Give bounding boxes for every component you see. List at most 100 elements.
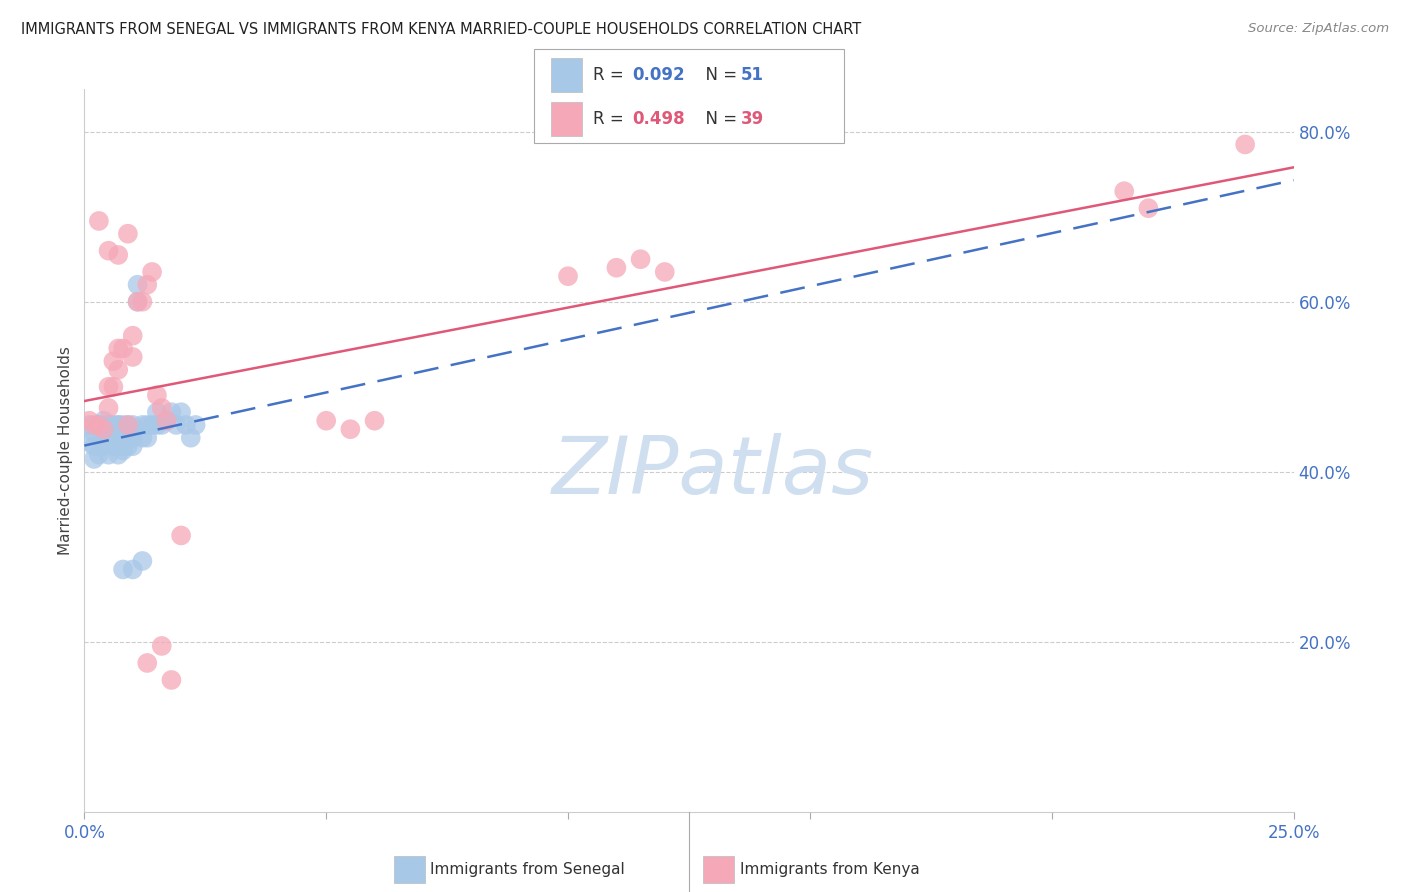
Point	[87, 417, 110, 432]
Point	[107, 431, 129, 445]
Text: 39: 39	[741, 111, 765, 128]
Point	[97, 448, 120, 462]
Point	[112, 562, 135, 576]
Text: N =: N =	[695, 111, 742, 128]
Point	[97, 417, 120, 432]
Point	[93, 439, 115, 453]
Point	[93, 422, 115, 436]
Point	[150, 639, 173, 653]
Point	[155, 414, 177, 428]
Point	[117, 417, 139, 432]
Point	[83, 439, 105, 453]
Point	[93, 431, 115, 445]
Point	[127, 294, 149, 309]
Text: IMMIGRANTS FROM SENEGAL VS IMMIGRANTS FROM KENYA MARRIED-COUPLE HOUSEHOLDS CORRE: IMMIGRANTS FROM SENEGAL VS IMMIGRANTS FR…	[21, 22, 862, 37]
Point	[363, 414, 385, 428]
Point	[107, 417, 129, 432]
Point	[77, 434, 100, 449]
Point	[112, 439, 135, 453]
Point	[605, 260, 627, 275]
Text: ZIPatlas: ZIPatlas	[553, 434, 875, 511]
Point	[97, 244, 120, 258]
Point	[121, 328, 143, 343]
Text: Immigrants from Kenya: Immigrants from Kenya	[740, 863, 920, 877]
Point	[107, 248, 129, 262]
Point	[150, 401, 173, 415]
Point	[136, 417, 159, 432]
Point	[131, 294, 153, 309]
Point	[170, 528, 193, 542]
Point	[150, 417, 173, 432]
Text: R =: R =	[593, 66, 630, 84]
Point	[83, 426, 105, 441]
Point	[136, 277, 159, 292]
Point	[107, 417, 129, 432]
Point	[1114, 184, 1136, 198]
Point	[83, 417, 105, 432]
Point	[77, 417, 100, 432]
Text: Source: ZipAtlas.com: Source: ZipAtlas.com	[1249, 22, 1389, 36]
Point	[170, 405, 193, 419]
Text: R =: R =	[593, 111, 630, 128]
Point	[103, 439, 125, 453]
Y-axis label: Married-couple Households: Married-couple Households	[58, 346, 73, 555]
Point	[117, 439, 139, 453]
Text: 0.498: 0.498	[633, 111, 685, 128]
Point	[112, 443, 135, 458]
Point	[121, 562, 143, 576]
Point	[121, 431, 143, 445]
Point	[146, 417, 169, 432]
Point	[87, 417, 110, 432]
Point	[87, 448, 110, 462]
Point	[107, 448, 129, 462]
Point	[117, 417, 139, 432]
Point	[127, 294, 149, 309]
Point	[654, 265, 676, 279]
Point	[136, 656, 159, 670]
Point	[103, 431, 125, 445]
Point	[107, 342, 129, 356]
Point	[146, 388, 169, 402]
Point	[103, 380, 125, 394]
Point	[1234, 137, 1257, 152]
Point	[97, 380, 120, 394]
Point	[136, 431, 159, 445]
Point	[93, 414, 115, 428]
Point	[97, 426, 120, 441]
Text: 51: 51	[741, 66, 763, 84]
Text: Immigrants from Senegal: Immigrants from Senegal	[430, 863, 626, 877]
Point	[131, 417, 153, 432]
Text: N =: N =	[695, 66, 742, 84]
Point	[630, 252, 652, 267]
Point	[87, 417, 110, 432]
Point	[112, 417, 135, 432]
Point	[97, 401, 120, 415]
Point	[165, 417, 187, 432]
Point	[1137, 201, 1160, 215]
Point	[121, 350, 143, 364]
Point	[141, 265, 163, 279]
Point	[141, 417, 163, 432]
Point	[131, 431, 153, 445]
Point	[184, 417, 207, 432]
Point	[146, 405, 169, 419]
Text: 0.092: 0.092	[633, 66, 685, 84]
Point	[103, 417, 125, 432]
Point	[77, 414, 100, 428]
Point	[339, 422, 361, 436]
Point	[107, 362, 129, 376]
Point	[112, 342, 135, 356]
Point	[557, 269, 579, 284]
Point	[174, 417, 197, 432]
Point	[315, 414, 337, 428]
Point	[83, 452, 105, 467]
Point	[87, 214, 110, 228]
Point	[117, 227, 139, 241]
Point	[117, 431, 139, 445]
Point	[131, 554, 153, 568]
Point	[127, 277, 149, 292]
Point	[155, 414, 177, 428]
Point	[160, 405, 183, 419]
Point	[121, 439, 143, 453]
Point	[121, 417, 143, 432]
